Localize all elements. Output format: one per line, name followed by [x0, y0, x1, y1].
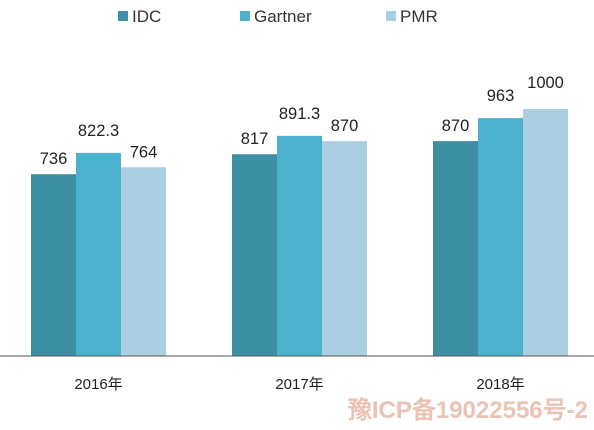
- bar-idc-0: [31, 174, 76, 356]
- legend-label-idc: IDC: [132, 7, 161, 26]
- bar-gartner-1: [277, 135, 322, 356]
- x-tick-label-2: 2018年: [476, 376, 524, 393]
- x-axis-tick-labels: 2016年 2017年 2018年: [74, 376, 524, 393]
- data-label-gartner-0: 822.3: [78, 122, 119, 140]
- bar-idc-1: [232, 154, 277, 356]
- bar-group: [31, 109, 568, 356]
- data-label-gartner-1: 891.3: [279, 105, 320, 123]
- watermark-text: 豫ICP备19022556号-2: [348, 396, 588, 424]
- data-label-pmr-1: 870: [331, 117, 359, 135]
- legend-label-gartner: Gartner: [254, 7, 312, 26]
- data-label-idc-1: 817: [241, 130, 269, 148]
- data-label-pmr-0: 764: [130, 143, 158, 161]
- data-label-pmr-2: 1000: [527, 74, 564, 92]
- data-label-idc-2: 870: [442, 117, 470, 135]
- legend-swatch-idc: [118, 11, 128, 21]
- legend-swatch-pmr: [386, 11, 396, 21]
- x-tick-label-0: 2016年: [74, 376, 122, 393]
- bar-pmr-1: [322, 141, 367, 356]
- chart-legend: IDC Gartner PMR: [118, 7, 438, 26]
- legend-label-pmr: PMR: [400, 7, 438, 26]
- data-label-gartner-2: 963: [487, 87, 515, 105]
- bar-pmr-0: [121, 167, 166, 356]
- bar-gartner-2: [478, 118, 523, 356]
- bar-idc-2: [433, 141, 478, 356]
- legend-swatch-gartner: [240, 11, 250, 21]
- bar-pmr-2: [523, 109, 568, 356]
- value-label-group: 736 822.3 764 817 891.3 870 870 963 1000: [40, 74, 564, 168]
- bar-gartner-0: [76, 152, 121, 356]
- data-label-idc-0: 736: [40, 150, 68, 168]
- x-tick-label-1: 2017年: [275, 376, 323, 393]
